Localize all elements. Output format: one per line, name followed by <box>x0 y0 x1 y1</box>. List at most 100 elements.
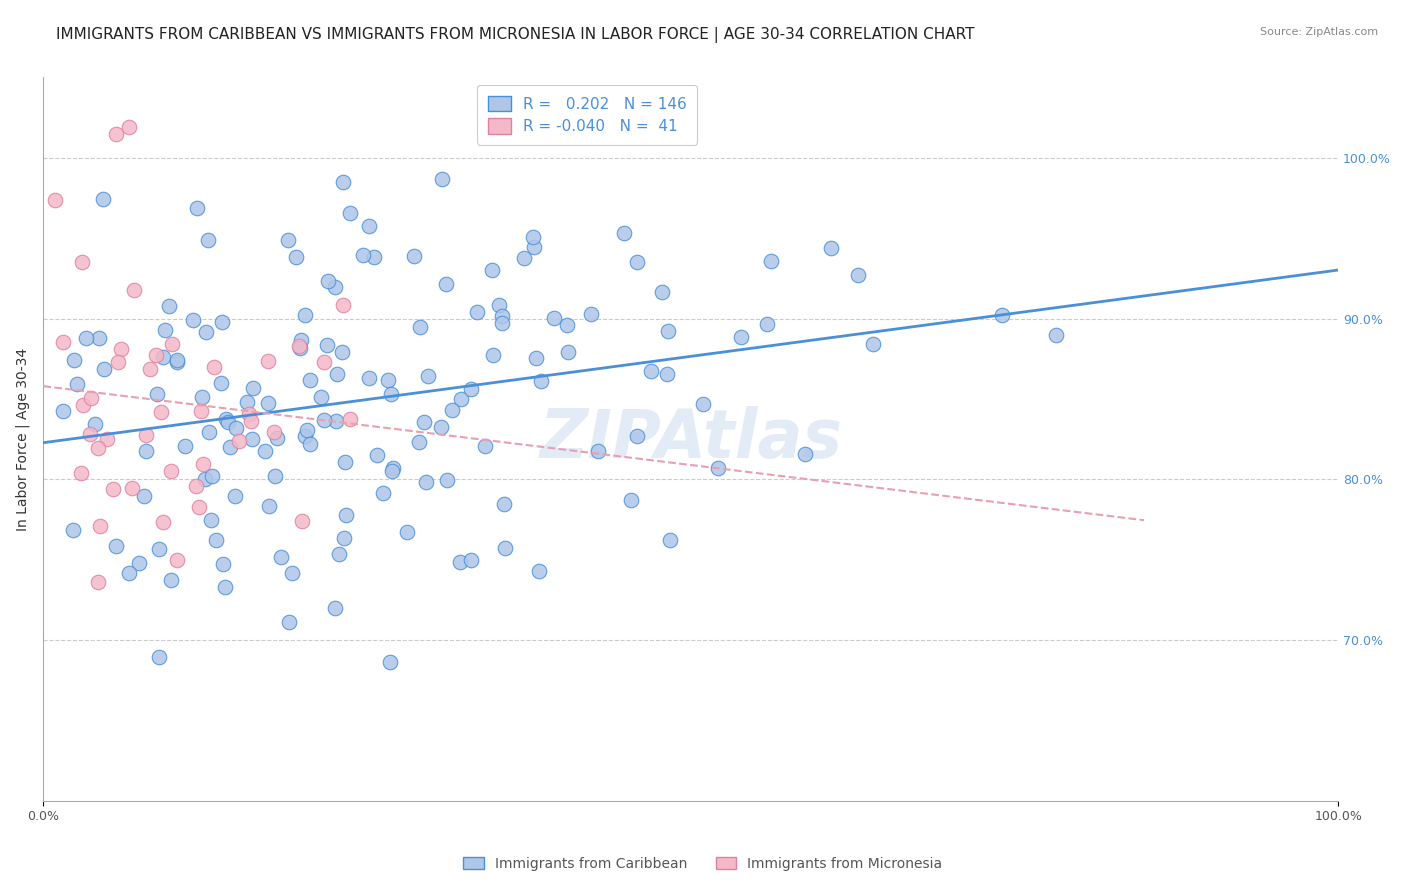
Point <box>121 481 143 495</box>
Point <box>257 499 280 513</box>
Point <box>692 397 714 411</box>
Point <box>366 448 388 462</box>
Point <box>91 193 114 207</box>
Point <box>194 471 217 485</box>
Point <box>146 387 169 401</box>
Point <box>224 490 246 504</box>
Point <box>148 649 170 664</box>
Point <box>626 428 648 442</box>
Point <box>294 308 316 322</box>
Point <box>359 371 381 385</box>
Point <box>460 553 482 567</box>
Point <box>522 230 544 244</box>
Point <box>159 464 181 478</box>
Point <box>288 339 311 353</box>
Point <box>323 601 346 615</box>
Point <box>352 248 374 262</box>
Point <box>209 376 232 390</box>
Point <box>118 566 141 580</box>
Point <box>157 299 180 313</box>
Point <box>160 336 183 351</box>
Point <box>482 348 505 362</box>
Point <box>44 193 66 207</box>
Y-axis label: In Labor Force | Age 30-34: In Labor Force | Age 30-34 <box>15 348 30 531</box>
Point <box>481 263 503 277</box>
Point <box>755 317 778 331</box>
Point <box>474 439 496 453</box>
Point <box>332 175 354 189</box>
Point <box>200 513 222 527</box>
Point <box>288 341 311 355</box>
Point <box>228 434 250 448</box>
Point <box>96 432 118 446</box>
Point <box>257 353 280 368</box>
Point <box>309 390 332 404</box>
Point <box>332 298 354 312</box>
Point <box>52 334 75 349</box>
Point <box>312 355 335 369</box>
Point <box>253 443 276 458</box>
Point <box>333 455 356 469</box>
Point <box>613 226 636 240</box>
Point <box>359 219 381 233</box>
Point <box>238 407 260 421</box>
Point <box>62 352 84 367</box>
Point <box>195 325 218 339</box>
Point <box>215 411 238 425</box>
Point <box>707 461 730 475</box>
Point <box>862 337 884 351</box>
Point <box>440 402 463 417</box>
Point <box>148 542 170 557</box>
Point <box>135 428 157 442</box>
Point <box>620 492 643 507</box>
Point <box>524 351 547 365</box>
Point <box>527 564 550 578</box>
Point <box>72 398 94 412</box>
Point <box>197 234 219 248</box>
Point <box>105 539 128 553</box>
Point <box>557 345 579 359</box>
Point <box>991 308 1014 322</box>
Point <box>202 360 225 375</box>
Point <box>72 254 94 268</box>
Point <box>87 574 110 589</box>
Point <box>326 368 349 382</box>
Point <box>257 396 280 410</box>
Point <box>152 516 174 530</box>
Point <box>107 355 129 369</box>
Legend: Immigrants from Caribbean, Immigrants from Micronesia: Immigrants from Caribbean, Immigrants fr… <box>458 851 948 876</box>
Point <box>415 475 437 489</box>
Point <box>188 500 211 514</box>
Point <box>404 249 426 263</box>
Point <box>335 508 357 522</box>
Point <box>378 655 401 669</box>
Point <box>430 172 453 186</box>
Point <box>270 550 292 565</box>
Point <box>80 391 103 405</box>
Text: IMMIGRANTS FROM CARIBBEAN VS IMMIGRANTS FROM MICRONESIA IN LABOR FORCE | AGE 30-: IMMIGRANTS FROM CARIBBEAN VS IMMIGRANTS … <box>56 27 974 43</box>
Point <box>530 374 553 388</box>
Point <box>240 432 263 446</box>
Point <box>66 376 89 391</box>
Point <box>84 417 107 431</box>
Point <box>236 394 259 409</box>
Point <box>211 557 233 571</box>
Point <box>225 421 247 435</box>
Point <box>323 279 346 293</box>
Point <box>191 390 214 404</box>
Point <box>494 498 516 512</box>
Point <box>325 414 347 428</box>
Point <box>436 277 458 292</box>
Point <box>201 468 224 483</box>
Point <box>135 444 157 458</box>
Point <box>793 446 815 460</box>
Point <box>658 533 681 548</box>
Point <box>205 533 228 547</box>
Point <box>381 464 404 478</box>
Point <box>291 514 314 528</box>
Point <box>450 392 472 406</box>
Point <box>543 311 565 326</box>
Point <box>184 479 207 493</box>
Point <box>263 425 285 440</box>
Point <box>290 333 312 347</box>
